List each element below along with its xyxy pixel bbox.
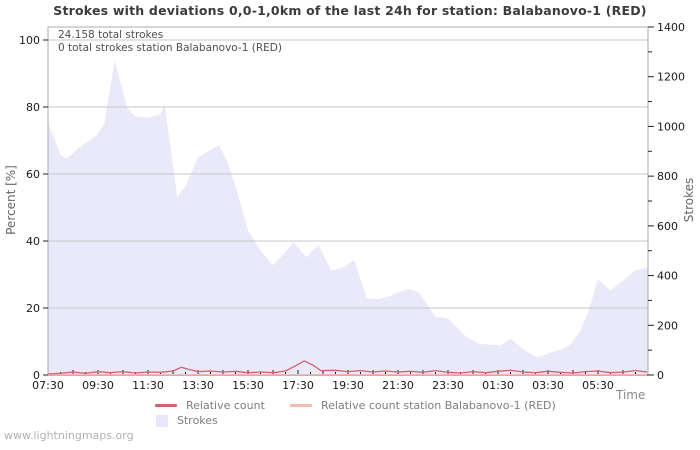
station-total-strokes-annotation: 0 total strokes station Balabanovo-1 (RE… <box>58 42 282 54</box>
percent-axis-label: Percent [%] <box>4 165 18 235</box>
x-tick-label: 13:30 <box>182 379 214 392</box>
time-axis-label: Time <box>616 388 646 402</box>
x-tick-label: 11:30 <box>132 379 164 392</box>
left-tick-label: 100 <box>19 34 40 47</box>
x-tick-label: 17:30 <box>282 379 314 392</box>
strokes-area-series <box>48 60 648 375</box>
legend-strokes-label: Strokes <box>177 414 218 427</box>
strokes-area-swatch <box>156 414 168 427</box>
x-tick-label: 21:30 <box>382 379 414 392</box>
right-tick-label: 800 <box>657 170 678 183</box>
left-tick-label: 60 <box>26 168 40 181</box>
x-tick-label: 03:30 <box>532 379 564 392</box>
left-tick-label: 20 <box>26 302 40 315</box>
left-tick-label: 80 <box>26 101 40 114</box>
right-tick-label: 1400 <box>657 21 685 34</box>
x-tick-label: 23:30 <box>432 379 464 392</box>
right-tick-label: 600 <box>657 220 678 233</box>
right-tick-label: 400 <box>657 270 678 283</box>
x-tick-label: 19:30 <box>332 379 364 392</box>
relative-count-series <box>47 360 648 375</box>
strokes-axis-label: Strokes <box>682 177 696 223</box>
legend-relative-count-station-label: Relative count station Balabanovo-1 (RED… <box>321 399 556 412</box>
x-tick-label: 09:30 <box>82 379 114 392</box>
relative-count-station-line-swatch <box>290 404 312 407</box>
x-tick-label: 15:30 <box>232 379 264 392</box>
left-tick-label: 40 <box>26 235 40 248</box>
total-strokes-annotation: 24.158 total strokes <box>58 29 164 41</box>
legend-relative-count-label: Relative count <box>186 399 265 412</box>
right-tick-label: 200 <box>657 319 678 332</box>
chart-title: Strokes with deviations 0,0-1,0km of the… <box>53 3 647 18</box>
legend-relative-count: Relative count <box>155 399 265 412</box>
x-tick-label: 01:30 <box>482 379 514 392</box>
relative-count-line-swatch <box>155 404 177 407</box>
legend-relative-count-station: Relative count station Balabanovo-1 (RED… <box>290 399 556 412</box>
right-tick-label: 1200 <box>657 71 685 84</box>
x-tick-label: 05:30 <box>582 379 614 392</box>
right-tick-label: 0 <box>657 369 664 382</box>
left-tick-label: 0 <box>33 369 40 382</box>
x-tick-label: 07:30 <box>32 379 64 392</box>
right-tick-label: 1000 <box>657 120 685 133</box>
watermark-link: www.lightningmaps.org <box>4 429 134 442</box>
legend-strokes: Strokes <box>156 414 218 427</box>
